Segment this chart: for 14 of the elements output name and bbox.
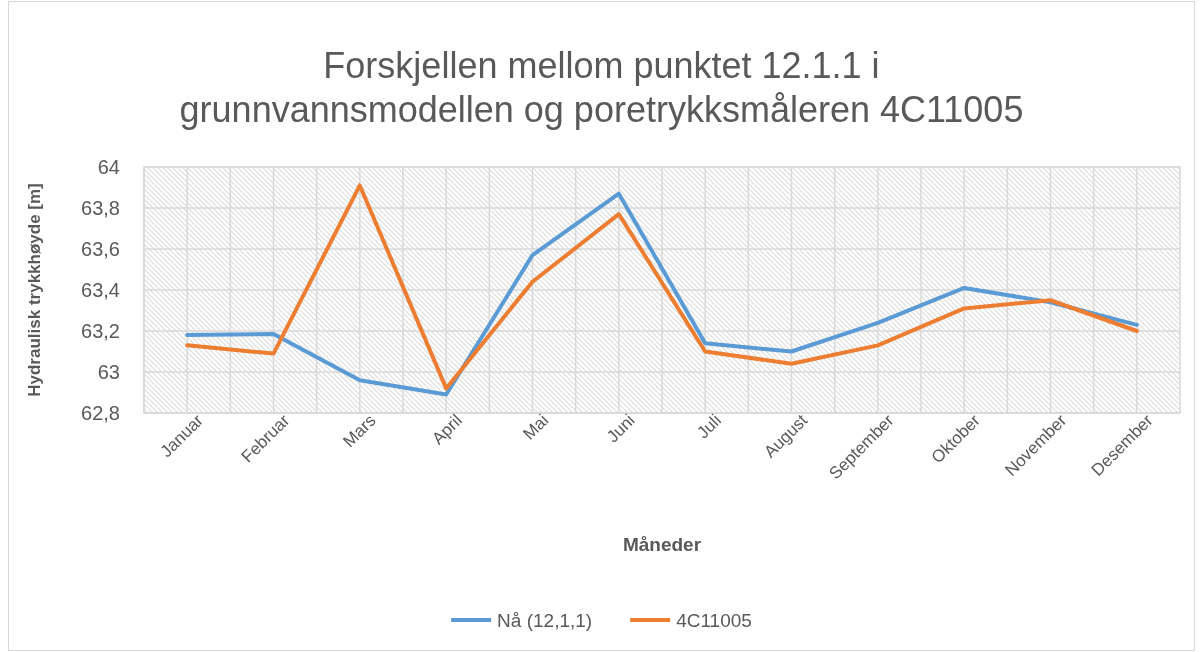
y-tick-label: 63,4 <box>81 278 120 301</box>
x-tick-label: Mai <box>519 410 553 444</box>
y-tick-label: 63 <box>97 360 120 383</box>
y-tick-label: 63,6 <box>81 237 120 260</box>
legend-label: 4C11005 <box>676 609 752 631</box>
y-tick-label: 63,2 <box>81 319 120 342</box>
y-tick-label: 64 <box>97 155 120 178</box>
y-tick-label: 63,8 <box>81 196 120 219</box>
legend-label: Nå (12,1,1) <box>497 609 593 631</box>
y-axis-title: Hydraulisk trykkhøyde [m] <box>25 183 44 397</box>
x-axis-title: Måneder <box>622 534 702 555</box>
y-tick-label: 62,8 <box>81 401 120 424</box>
chart-title: Forskjellen mellom punktet 12.1.1 i grunnvannsmodellen og poretrykksmåleren 4C11005 <box>179 45 1024 130</box>
x-tick-label: Juli <box>693 410 725 443</box>
